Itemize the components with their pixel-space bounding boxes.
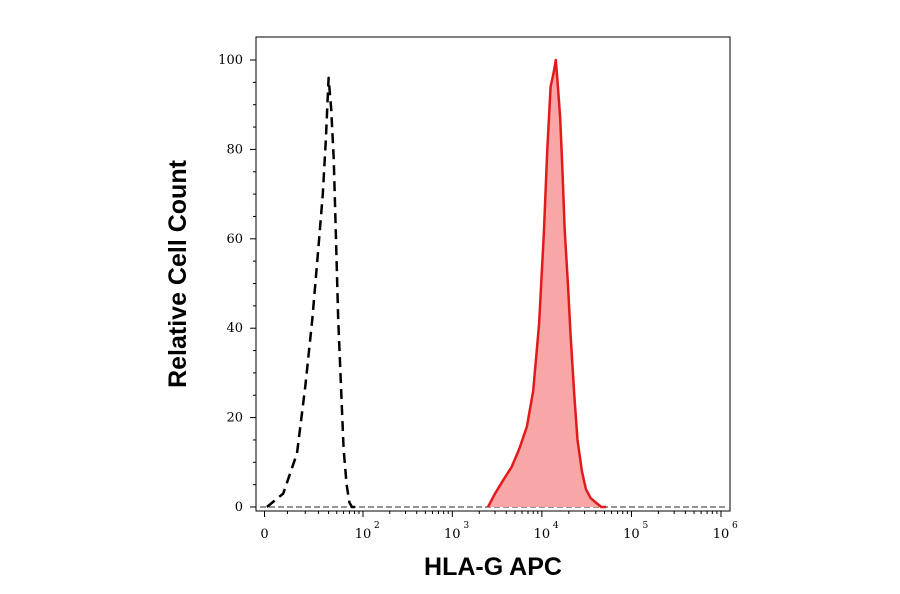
- x-tick-label-100000: 10: [623, 527, 640, 542]
- series-1-line: [486, 58, 606, 509]
- x-tick-label-0: 0: [260, 527, 268, 542]
- series-1-area: [488, 60, 606, 507]
- x-tick-label-100: 10: [355, 527, 372, 542]
- x-tick-exponent-100000: 5: [642, 521, 648, 531]
- y-tick-label-20: 20: [226, 411, 243, 426]
- plot-frame: [255, 36, 731, 512]
- y-tick-label-60: 60: [226, 232, 243, 247]
- x-tick-exponent-1000: 3: [463, 521, 469, 531]
- x-axis-title: HLA-G APC: [424, 553, 562, 581]
- x-tick-label-1000: 10: [444, 527, 461, 542]
- y-tick-label-40: 40: [226, 321, 243, 336]
- y-axis-title: Relative Cell Count: [164, 159, 192, 387]
- y-tick-label-100: 100: [218, 53, 243, 68]
- x-tick-label-1000000: 10: [713, 527, 730, 542]
- y-axis: 0 20 40 60 80 100: [218, 53, 256, 515]
- x-tick-exponent-10000: 4: [553, 521, 559, 531]
- x-tick-exponent-1000000: 6: [732, 521, 738, 531]
- y-tick-label-80: 80: [226, 142, 243, 157]
- y-tick-label-0: 0: [235, 500, 243, 515]
- x-tick-exponent-100: 2: [374, 521, 380, 531]
- series-0-line: [266, 76, 357, 509]
- plot-area: [260, 58, 726, 509]
- x-tick-label-10000: 10: [534, 527, 551, 542]
